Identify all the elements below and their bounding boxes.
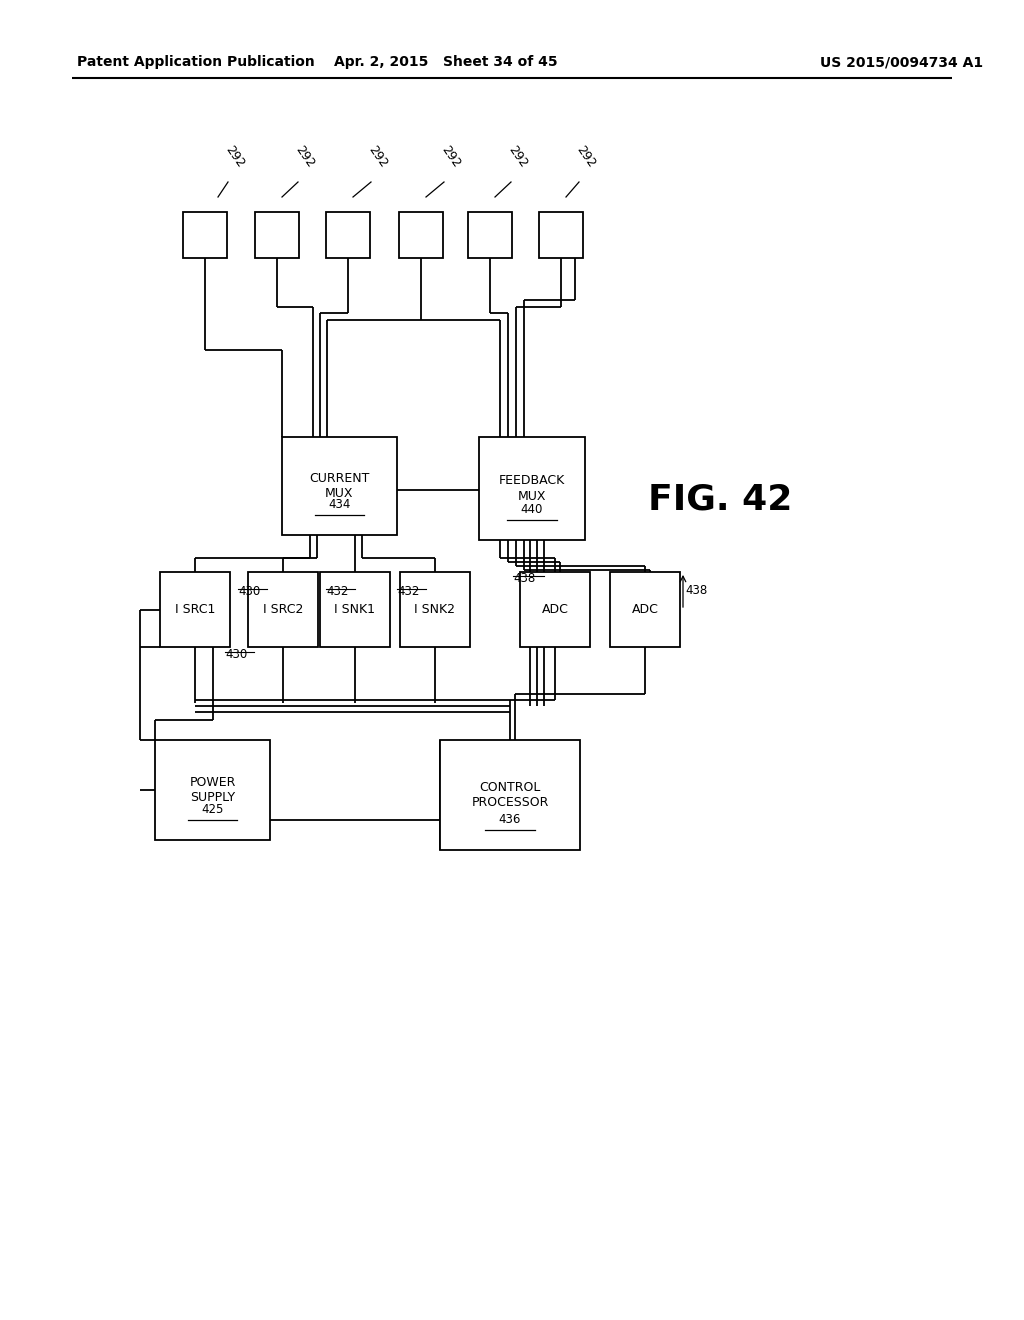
Bar (255, 213, 299, 257)
Text: I SRC2: I SRC2 (263, 603, 303, 616)
Text: 432: 432 (326, 585, 348, 598)
Bar (400, 572, 470, 647)
Text: 430: 430 (238, 585, 260, 598)
Text: ADC: ADC (632, 603, 658, 616)
Text: Patent Application Publication: Patent Application Publication (77, 55, 314, 69)
Bar (479, 437, 585, 540)
Bar (399, 213, 443, 257)
Bar (468, 213, 512, 257)
Text: 292: 292 (574, 143, 598, 170)
Bar (160, 572, 230, 647)
Text: I SNK1: I SNK1 (335, 603, 376, 616)
Text: 438: 438 (685, 583, 708, 597)
Text: I SNK2: I SNK2 (415, 603, 456, 616)
Bar (539, 213, 583, 257)
Text: 440: 440 (521, 503, 543, 516)
Text: 432: 432 (397, 585, 420, 598)
Text: US 2015/0094734 A1: US 2015/0094734 A1 (819, 55, 983, 69)
Bar (155, 741, 270, 840)
Text: 292: 292 (506, 143, 530, 170)
Bar (520, 572, 590, 647)
Text: 430: 430 (225, 648, 247, 661)
Text: 292: 292 (223, 143, 247, 170)
Text: I SRC1: I SRC1 (175, 603, 215, 616)
Text: POWER
SUPPLY: POWER SUPPLY (189, 776, 236, 804)
Bar (610, 572, 680, 647)
Text: 438: 438 (513, 572, 536, 585)
Bar (319, 572, 390, 647)
Text: 436: 436 (499, 813, 521, 826)
Bar (440, 741, 580, 850)
Text: CONTROL
PROCESSOR: CONTROL PROCESSOR (471, 781, 549, 809)
Text: 292: 292 (293, 143, 317, 170)
Text: 425: 425 (202, 804, 223, 816)
Text: 292: 292 (366, 143, 390, 170)
Bar (248, 572, 318, 647)
Bar (326, 213, 370, 257)
Text: 434: 434 (329, 498, 350, 511)
Text: CURRENT
MUX: CURRENT MUX (309, 473, 370, 500)
Text: 292: 292 (439, 143, 463, 170)
Text: ADC: ADC (542, 603, 568, 616)
Bar (282, 437, 397, 535)
Text: FIG. 42: FIG. 42 (648, 483, 793, 517)
Text: FEEDBACK
MUX: FEEDBACK MUX (499, 474, 565, 503)
Text: Apr. 2, 2015   Sheet 34 of 45: Apr. 2, 2015 Sheet 34 of 45 (334, 55, 557, 69)
Bar (183, 213, 227, 257)
